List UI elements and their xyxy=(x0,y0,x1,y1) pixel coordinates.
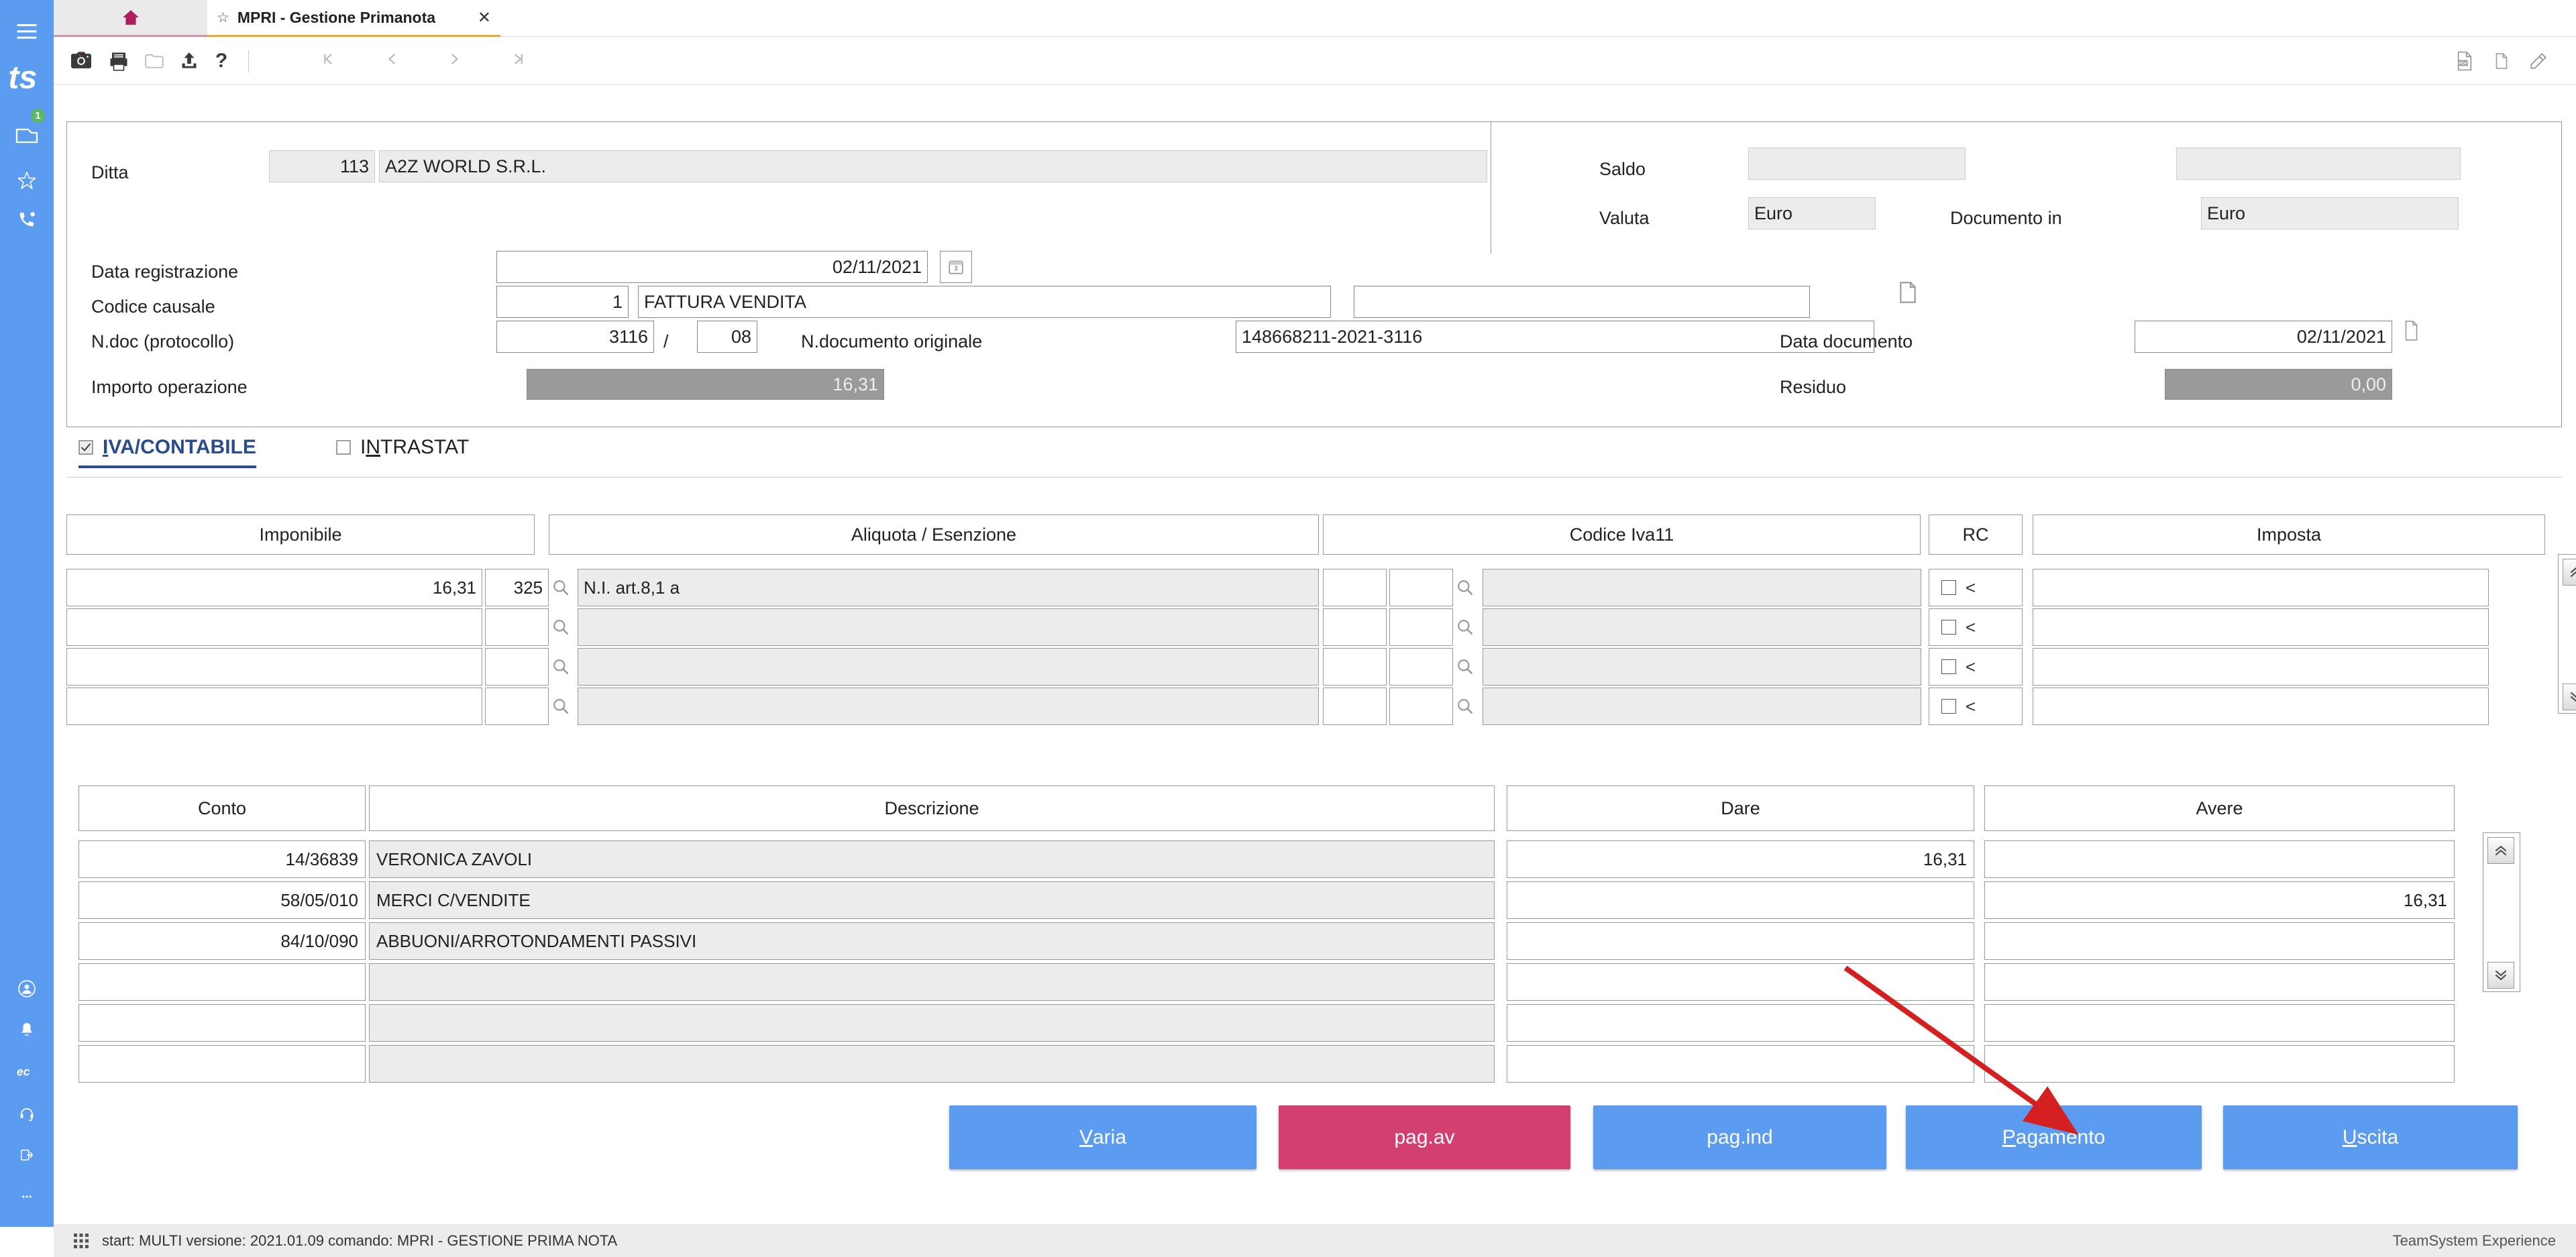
svg-text:ec: ec xyxy=(17,1065,30,1079)
svg-text:ts: ts xyxy=(9,62,37,95)
svg-text:PDF: PDF xyxy=(2459,62,2467,66)
svg-text:3: 3 xyxy=(954,265,958,272)
